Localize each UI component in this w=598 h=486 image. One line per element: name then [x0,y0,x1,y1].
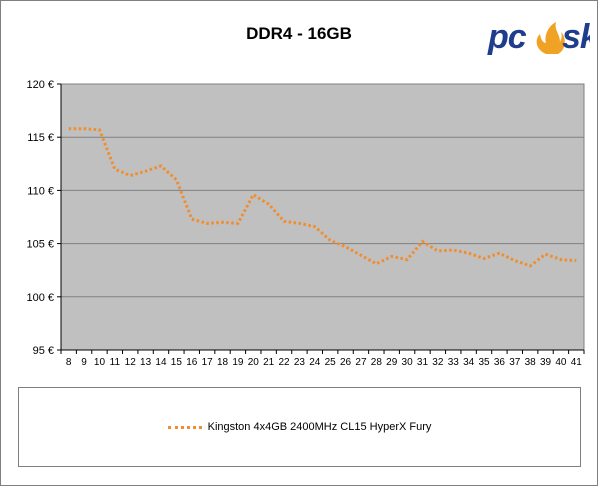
chart-title: DDR4 - 16GB [246,24,352,43]
plot-area [60,83,585,351]
x-tick-label: 33 [448,357,460,368]
pcosk-logo: pc sk [487,18,590,56]
x-tick-label: 39 [540,357,552,368]
svg-text:pc: pc [487,18,527,56]
y-tick-label: 110 € [27,185,54,197]
x-tick-label: 11 [110,357,121,368]
x-tick-label: 36 [494,357,506,368]
x-tick-label: 18 [217,357,229,368]
x-tick-label: 32 [432,357,444,368]
x-tick-label: 16 [186,357,198,368]
x-tick-label: 35 [478,357,490,368]
x-tick-label: 38 [525,357,537,368]
series-line [68,127,577,268]
legend: Kingston 4x4GB 2400MHz CL15 HyperX Fury [18,387,581,467]
x-tick-label: 26 [340,357,352,368]
x-tick-label: 34 [463,357,475,368]
x-tick-label: 24 [309,357,321,368]
legend-label: Kingston 4x4GB 2400MHz CL15 HyperX Fury [207,421,432,433]
x-tick-label: 15 [171,357,183,368]
x-tick-label: 41 [571,357,583,368]
y-tick-label: 100 € [26,292,54,304]
x-tick-label: 20 [248,357,260,368]
x-tick-label: 17 [202,357,214,368]
legend-swatch [167,425,202,429]
x-tick-label: 21 [263,357,275,368]
x-tick-label: 37 [509,357,521,368]
x-tick-label: 8 [66,357,72,368]
x-tick-label: 10 [94,357,106,368]
x-tick-label: 12 [125,357,137,368]
x-tick-label: 22 [278,357,290,368]
y-tick-label: 120 € [26,79,54,91]
svg-text:sk: sk [562,18,590,56]
x-tick-label: 29 [386,357,398,368]
x-tick-label: 25 [325,357,337,368]
x-tick-label: 9 [81,357,87,368]
x-tick-label: 28 [371,357,383,368]
x-tick-label: 40 [555,357,567,368]
y-tick-label: 115 € [27,132,54,144]
x-tick-label: 31 [417,357,429,368]
y-tick-label: 105 € [26,239,54,251]
y-tick-label: 95 € [33,345,54,357]
x-tick-label: 19 [232,357,244,368]
x-tick-label: 13 [140,357,152,368]
x-tick-label: 27 [355,357,367,368]
x-tick-label: 30 [402,357,414,368]
x-tick-label: 23 [294,357,306,368]
legend-entry: Kingston 4x4GB 2400MHz CL15 HyperX Fury [19,421,580,433]
x-tick-label: 14 [155,357,167,368]
